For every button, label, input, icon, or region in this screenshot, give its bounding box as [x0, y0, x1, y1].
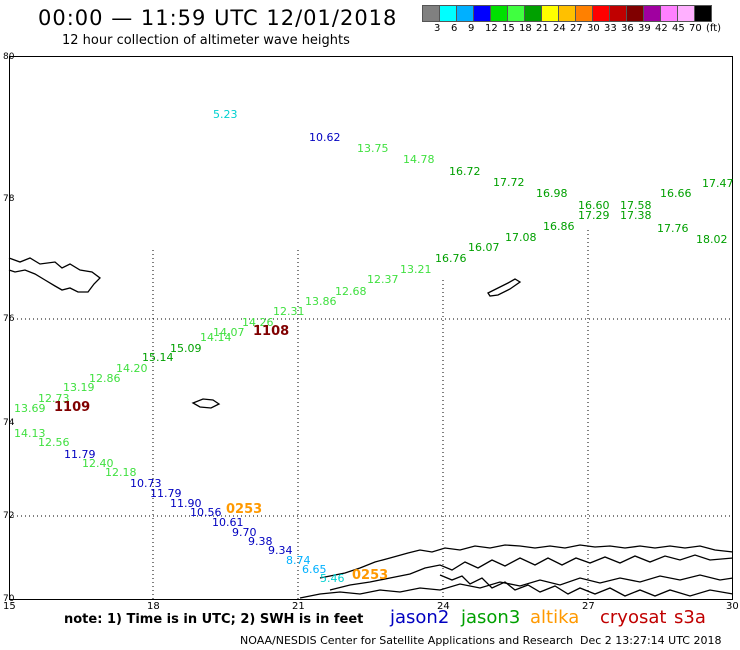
- swh-label: 12.73: [38, 392, 70, 405]
- color-scale-label: 24: [553, 23, 566, 34]
- color-swatch: [694, 5, 712, 22]
- legend-cryosat: cryosat: [600, 607, 667, 628]
- x-label-15: 15: [3, 601, 16, 612]
- swh-label: 10.61: [212, 516, 244, 529]
- color-scale-label: 12: [485, 23, 498, 34]
- swh-label: 8.74: [286, 554, 311, 567]
- swh-label: 16.66: [660, 187, 692, 200]
- y-label-80: 80: [3, 52, 15, 62]
- generation-timestamp: Dec 2 13:27:14 UTC 2018: [580, 634, 722, 647]
- swh-label: 17.58: [620, 199, 652, 212]
- source-credit: NOAA/NESDIS Center for Satellite Applica…: [240, 634, 574, 647]
- color-scale-label: 45: [672, 23, 685, 34]
- y-label-70: 70: [3, 594, 15, 604]
- x-label-24: 24: [437, 601, 450, 612]
- pass-time-label: 1108: [253, 324, 290, 339]
- x-label-18: 18: [147, 601, 160, 612]
- swh-label: 11.79: [150, 487, 182, 500]
- swh-label: 10.62: [309, 131, 341, 144]
- pass-time-label: 0253: [226, 502, 263, 517]
- swh-label: 12.68: [335, 285, 367, 298]
- swh-label: 14.26: [242, 316, 274, 329]
- color-scale-label: 15: [502, 23, 515, 34]
- swh-label: 17.29: [578, 209, 610, 222]
- swh-label: 14.07: [213, 326, 245, 339]
- color-scale-label: 42: [655, 23, 668, 34]
- legend-jason2: jason2: [390, 607, 450, 628]
- color-scale-label: 6: [451, 23, 458, 34]
- footnote: note: 1) Time is in UTC; 2) SWH is in fe…: [64, 612, 364, 627]
- color-scale-label: 39: [638, 23, 651, 34]
- swh-label: 17.47: [702, 177, 734, 190]
- y-label-76: 76: [3, 314, 15, 324]
- y-label-78: 78: [3, 194, 15, 204]
- map-plot-area: [9, 56, 733, 600]
- swh-label: 16.07: [468, 241, 500, 254]
- swh-label: 16.72: [449, 165, 481, 178]
- swh-label: 13.21: [400, 263, 432, 276]
- swh-label: 14.78: [403, 153, 435, 166]
- y-label-72: 72: [3, 511, 15, 521]
- swh-label: 10.73: [130, 477, 162, 490]
- swh-label: 16.86: [543, 220, 575, 233]
- color-scale-label: 33: [604, 23, 617, 34]
- swh-label: 14.13: [14, 427, 46, 440]
- swh-label: 12.86: [89, 372, 121, 385]
- swh-label: 11.79: [64, 448, 96, 461]
- swh-label: 11.90: [170, 497, 202, 510]
- swh-label: 15.09: [170, 342, 202, 355]
- swh-label: 9.70: [232, 526, 257, 539]
- color-scale-label: 21: [536, 23, 549, 34]
- swh-label: 5.23: [213, 108, 238, 121]
- color-scale-label: 3: [434, 23, 441, 34]
- swh-label: 17.72: [493, 176, 525, 189]
- color-scale-label: 18: [519, 23, 532, 34]
- swh-label: 13.86: [305, 295, 337, 308]
- swh-label: 15.14: [142, 351, 174, 364]
- swh-label: 13.69: [14, 402, 46, 415]
- swh-label: 17.76: [657, 222, 689, 235]
- legend-s3a: s3a: [674, 607, 706, 628]
- legend-altika: altika: [530, 607, 580, 628]
- legend-jason3: jason3: [461, 607, 521, 628]
- swh-label: 16.98: [536, 187, 568, 200]
- color-scale-label: 9: [468, 23, 475, 34]
- y-label-74: 74: [3, 418, 15, 428]
- pass-time-label: 0253: [352, 568, 389, 583]
- color-scale-label: 27: [570, 23, 583, 34]
- color-scale-label: 36: [621, 23, 634, 34]
- color-scale-label: (ft): [706, 23, 722, 34]
- x-label-30: 30: [726, 601, 739, 612]
- swh-label: 12.18: [105, 466, 137, 479]
- map-subtitle: 12 hour collection of altimeter wave hei…: [62, 33, 350, 48]
- swh-label: 18.02: [696, 233, 728, 246]
- swh-label: 14.14: [200, 331, 232, 344]
- x-label-27: 27: [582, 601, 595, 612]
- color-scale-label: 70: [689, 23, 702, 34]
- swh-label: 10.56: [190, 506, 222, 519]
- x-label-21: 21: [292, 601, 305, 612]
- swh-label: 12.40: [82, 457, 114, 470]
- swh-label: 13.75: [357, 142, 389, 155]
- swh-label: 14.20: [116, 362, 148, 375]
- color-scale-label: 30: [587, 23, 600, 34]
- swh-label: 5.46: [320, 572, 345, 585]
- swh-label: 9.34: [268, 544, 293, 557]
- graticule: [9, 230, 733, 600]
- swh-label: 6.65: [302, 563, 327, 576]
- swh-label: 12.31: [273, 305, 305, 318]
- map-title: 00:00 — 11:59 UTC 12/01/2018: [38, 6, 398, 30]
- swh-label: 13.19: [63, 381, 95, 394]
- swh-label: 16.76: [435, 252, 467, 265]
- swh-label: 16.60: [578, 199, 610, 212]
- swh-label: 17.38: [620, 209, 652, 222]
- swh-label: 12.37: [367, 273, 399, 286]
- swh-label: 12.56: [38, 436, 70, 449]
- swh-label: 17.08: [505, 231, 537, 244]
- swh-label: 9.38: [248, 535, 273, 548]
- pass-time-label: 1109: [54, 400, 91, 415]
- color-scale-legend: 3 6 9 12 15 18 21 24 27 30 33 36 39 42 45 70 (ft): [422, 5, 721, 36]
- coastline: [8, 257, 734, 599]
